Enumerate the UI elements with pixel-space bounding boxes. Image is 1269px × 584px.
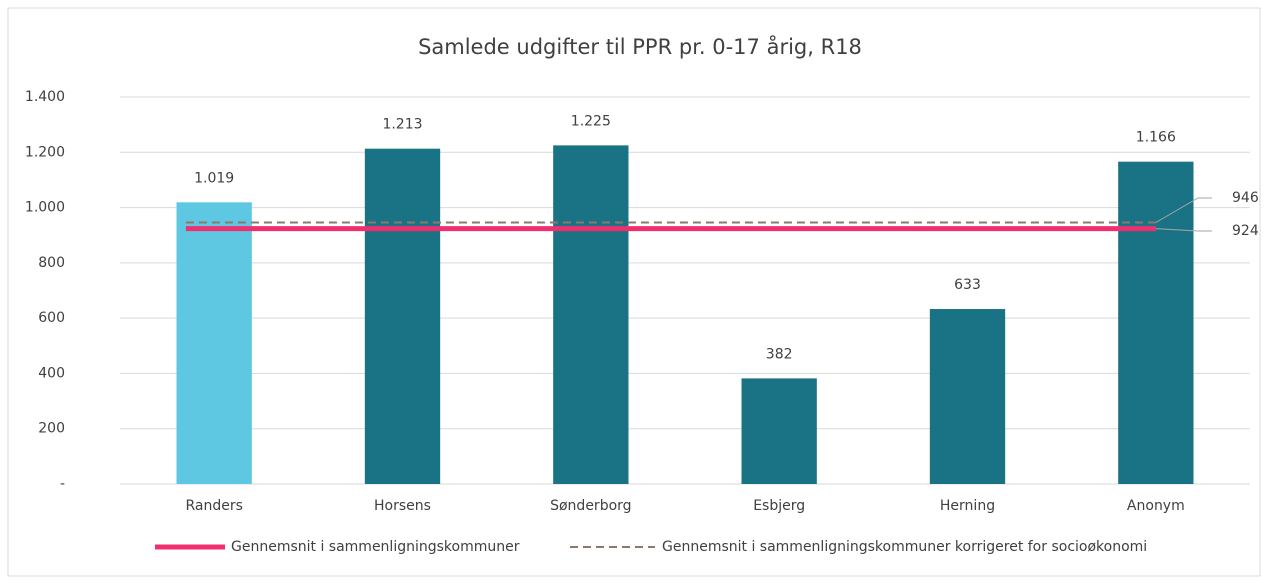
reference-label: 946 xyxy=(1232,190,1259,206)
callout-line xyxy=(1155,197,1212,223)
legend-label: Gennemsnit i sammenligningskommuner xyxy=(231,539,520,555)
data-label: 1.213 xyxy=(382,117,422,133)
y-tick-label: 800 xyxy=(38,255,65,271)
y-tick-label: 1.200 xyxy=(25,144,65,160)
reference-label: 924 xyxy=(1232,223,1259,239)
y-tick-label: 600 xyxy=(38,310,65,326)
bar xyxy=(176,202,252,485)
data-label: 633 xyxy=(954,277,981,293)
legend-label: Gennemsnit i sammenligningskommuner korr… xyxy=(662,539,1147,555)
bar xyxy=(1118,161,1194,485)
data-label: 382 xyxy=(766,346,793,362)
y-tick-label: 200 xyxy=(38,421,65,437)
y-tick-label: 400 xyxy=(38,365,65,381)
data-label: 1.225 xyxy=(571,113,611,129)
x-tick-label: Anonym xyxy=(1127,498,1185,514)
x-tick-label: Esbjerg xyxy=(753,498,805,514)
chart-title: Samlede udgifter til PPR pr. 0-17 årig, … xyxy=(418,34,862,59)
y-tick-label: 1.000 xyxy=(25,200,65,216)
bar xyxy=(741,378,817,484)
bar xyxy=(929,309,1006,484)
bar xyxy=(364,148,441,484)
x-tick-label: Horsens xyxy=(374,498,431,514)
bar xyxy=(553,145,629,484)
x-tick-label: Sønderborg xyxy=(550,498,631,514)
x-tick-label: Herning xyxy=(940,498,995,514)
data-label: 1.166 xyxy=(1136,130,1176,146)
x-tick-label: Randers xyxy=(185,498,242,514)
y-tick-label: 1.400 xyxy=(25,89,65,105)
data-label: 1.019 xyxy=(194,170,234,186)
y-tick-label: - xyxy=(60,476,65,492)
callout-line xyxy=(1155,228,1212,232)
